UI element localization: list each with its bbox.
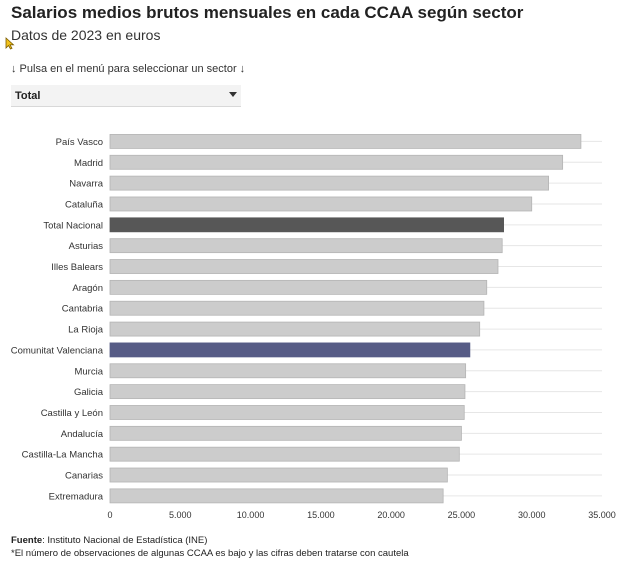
category-label: Extremadura — [49, 491, 104, 502]
category-label: Castilla-La Mancha — [22, 450, 104, 461]
bar — [109, 405, 465, 420]
sector-dropdown[interactable]: Total — [11, 85, 241, 107]
bar — [109, 134, 582, 149]
bar — [109, 259, 499, 274]
bar — [109, 217, 505, 233]
bar — [109, 384, 466, 400]
mouse-cursor-icon — [5, 37, 15, 50]
bar — [109, 238, 503, 254]
category-label: La Rioja — [68, 325, 104, 336]
selector-hint: ↓ Pulsa en el menú para seleccionar un s… — [11, 63, 246, 75]
bar — [109, 175, 549, 191]
x-tick-label: 15.000 — [307, 510, 335, 520]
category-label: Illes Balears — [51, 262, 103, 273]
category-label: Galicia — [74, 387, 104, 398]
x-tick-label: 0 — [107, 510, 112, 520]
source-label: Fuente — [11, 535, 43, 546]
category-label: Aragón — [72, 283, 103, 294]
bar — [109, 154, 564, 170]
bar-chart: 0 5.000 10.000 15.000 20.000 25.000 30.000 35.0… — [11, 134, 616, 520]
x-tick-label: 30.000 — [518, 510, 546, 520]
bar — [109, 425, 462, 441]
bar — [109, 321, 481, 337]
category-label: Asturias — [69, 241, 104, 252]
source-note: Fuente: Instituto Nacional de Estadístic… — [11, 535, 207, 546]
category-label: Castilla y León — [41, 408, 103, 419]
x-tick-label: 10.000 — [237, 510, 265, 520]
bar — [109, 363, 467, 379]
bar — [109, 488, 444, 504]
bar — [109, 300, 485, 316]
x-tick-label: 20.000 — [377, 510, 405, 520]
caution-note: *El número de observaciones de algunas C… — [11, 548, 409, 559]
category-label: Murcia — [74, 366, 103, 377]
category-label: Navarra — [69, 179, 104, 190]
x-tick-label: 5.000 — [169, 510, 192, 520]
category-label: Total Nacional — [43, 220, 103, 231]
category-label: Comunitat Valenciana — [11, 345, 104, 356]
category-label: Madrid — [74, 158, 103, 169]
chevron-down-icon — [229, 92, 237, 97]
sector-dropdown-value: Total — [15, 90, 41, 102]
bar — [109, 342, 471, 358]
chart-subtitle: Datos de 2023 en euros — [11, 27, 161, 43]
x-tick-label: 35.000 — [588, 510, 616, 520]
category-label: Cantabria — [62, 304, 104, 315]
source-text: : Instituto Nacional de Estadística (INE… — [42, 535, 208, 546]
chart-title: Salarios medios brutos mensuales en cada… — [11, 3, 524, 22]
category-label: Canarias — [65, 471, 103, 482]
bar — [109, 196, 533, 212]
bar — [109, 446, 460, 462]
bar — [109, 467, 448, 483]
category-label: Andalucía — [61, 429, 104, 440]
category-label: País Vasco — [56, 137, 103, 148]
category-label: Cataluña — [65, 199, 104, 210]
bar — [109, 279, 488, 295]
x-tick-label: 25.000 — [448, 510, 476, 520]
